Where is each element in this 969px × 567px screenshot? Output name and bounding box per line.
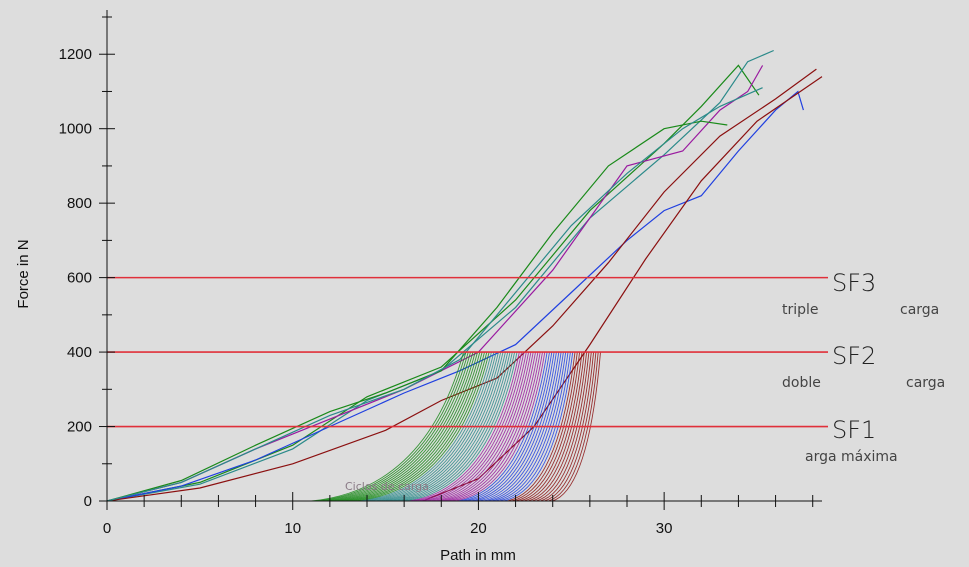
cycle-curve-2: [319, 351, 469, 502]
cycle-curve-24: [409, 352, 520, 502]
x-tick-label-30: 30: [656, 520, 673, 537]
cycle-curve-6: [335, 351, 478, 502]
cycle-curve-55: [535, 352, 592, 502]
cycle-curve-14: [368, 351, 497, 502]
y-tick-label-400: 400: [67, 344, 92, 361]
cycle-curve-27: [421, 352, 527, 502]
cycle-curve-53: [527, 352, 588, 502]
sf1-subtitle-right: arga máxima: [805, 449, 898, 465]
cycle-curve-8: [343, 351, 483, 502]
cycle-curve-49: [511, 352, 578, 502]
cycle-curve-12: [360, 351, 492, 502]
cycle-curve-50: [515, 352, 581, 502]
cycle-curve-10: [352, 351, 488, 502]
cycle-curve-33: [446, 352, 541, 502]
cycle-curve-36: [458, 352, 548, 502]
cycle-curve-59: [552, 352, 601, 502]
sf3-label: SF3: [832, 269, 876, 297]
cycle-curve-44: [491, 352, 567, 502]
cycle-curve-34: [450, 352, 543, 502]
cycle-curve-52: [523, 352, 585, 502]
y-axis: 0 200 400 600 800 1000 1200: [59, 10, 115, 510]
cycle-curve-20: [392, 352, 511, 502]
cycle-curve-43: [486, 352, 564, 502]
cycle-curve-51: [519, 352, 583, 502]
cycle-curve-31: [437, 352, 536, 502]
y-tick-label-600: 600: [67, 270, 92, 287]
cycle-curve-23: [405, 352, 518, 502]
cycle-curve-45: [495, 352, 569, 502]
x-tick-label-0: 0: [103, 520, 111, 537]
series-line-1: [106, 49, 774, 502]
cycle-curve-40: [474, 352, 557, 502]
sf3-subtitle-right: carga: [900, 302, 939, 318]
cycle-curve-56: [539, 352, 595, 502]
load-cycle-band: [311, 351, 601, 502]
cycle-curve-4: [327, 351, 474, 502]
cycle-curve-15: [372, 351, 499, 502]
x-axis-title: Path in mm: [440, 547, 516, 564]
cycle-curve-16: [376, 352, 502, 502]
cycle-curve-39: [470, 352, 555, 502]
cycle-curve-46: [499, 352, 571, 502]
faint-annotation: Ciclos de carga: [345, 480, 429, 493]
cycle-curve-22: [401, 352, 516, 502]
cycle-curve-54: [531, 352, 590, 502]
cycle-curve-0: [311, 351, 465, 502]
y-tick-label-200: 200: [67, 419, 92, 436]
cycle-curve-41: [478, 352, 560, 502]
cycle-curve-48: [507, 352, 576, 502]
cycle-curve-13: [364, 351, 495, 502]
cycle-curve-37: [462, 352, 550, 502]
cycle-curve-42: [482, 352, 562, 502]
cycle-curve-21: [397, 352, 513, 502]
y-tick-label-0: 0: [84, 493, 92, 510]
x-tick-label-20: 20: [470, 520, 487, 537]
y-tick-label-1000: 1000: [59, 121, 92, 138]
cycle-curve-18: [384, 352, 506, 502]
sf2-subtitle-right: carga: [906, 375, 945, 391]
cycle-curve-9: [348, 351, 485, 502]
sf1-label: SF1: [832, 416, 876, 444]
x-axis: 0 10 20 30: [103, 492, 822, 537]
cycle-curve-17: [380, 352, 504, 502]
cycle-curve-29: [429, 352, 532, 502]
series-line-2: [106, 65, 764, 502]
cycle-curve-35: [454, 352, 546, 502]
series-group: [106, 49, 823, 502]
series-line-7: [106, 87, 763, 502]
y-tick-label-800: 800: [67, 195, 92, 212]
sf3-subtitle-left: triple: [782, 302, 819, 318]
y-axis-title: Force in N: [15, 239, 32, 308]
cycle-curve-5: [331, 351, 476, 502]
cycle-curve-1: [315, 351, 467, 502]
cycle-curve-25: [413, 352, 523, 502]
series-line-6: [106, 120, 728, 502]
y-tick-label-1200: 1200: [59, 46, 92, 63]
series-line-3: [106, 90, 804, 502]
cycle-curve-32: [441, 352, 539, 502]
sf2-label: SF2: [832, 342, 876, 370]
reference-lines: [107, 276, 828, 428]
cycle-curve-7: [339, 351, 481, 502]
sf2-subtitle-left: doble: [782, 375, 821, 391]
cycle-curve-38: [466, 352, 553, 502]
cycle-curve-3: [323, 351, 471, 502]
cycle-curve-30: [433, 352, 534, 502]
x-tick-label-10: 10: [284, 520, 301, 537]
cycle-curve-19: [388, 352, 509, 502]
cycle-curve-26: [417, 352, 525, 502]
cycle-curve-11: [356, 351, 490, 502]
cycle-curve-28: [425, 352, 530, 502]
cycle-curve-58: [548, 352, 599, 502]
